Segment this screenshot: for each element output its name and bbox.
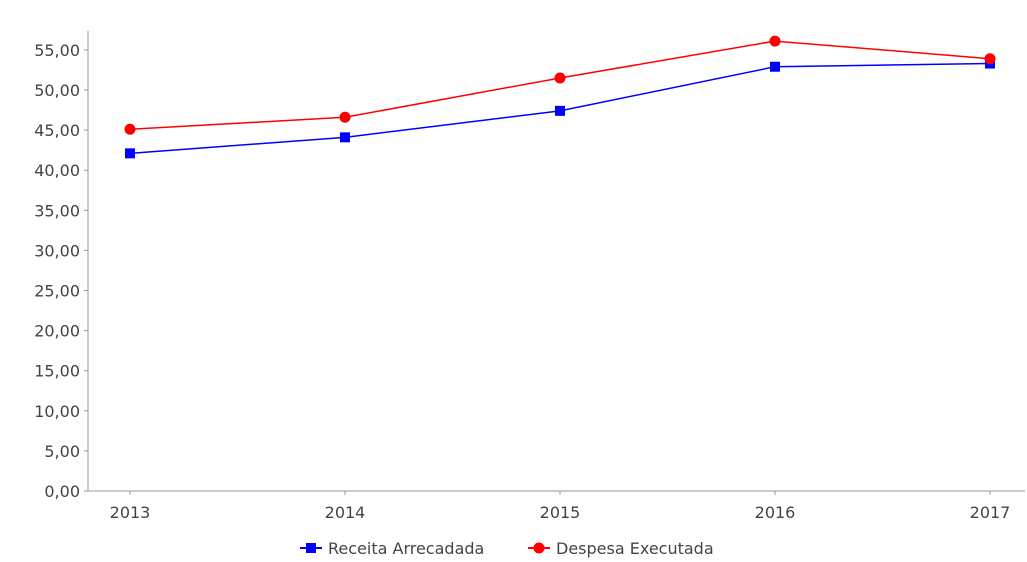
data-point[interactable] — [125, 148, 135, 159]
series-group — [124, 35, 996, 159]
legend-item[interactable]: Receita Arrecadada — [300, 539, 484, 558]
x-tick-label: 2015 — [540, 503, 581, 522]
y-tick-label: 20,00 — [34, 322, 80, 341]
x-tick-label: 2014 — [325, 503, 366, 522]
y-tick-label: 0,00 — [44, 482, 80, 501]
x-tick-label: 2017 — [970, 503, 1011, 522]
y-tick-label: 10,00 — [34, 402, 80, 421]
y-tick-label: 25,00 — [34, 282, 80, 301]
data-point[interactable] — [769, 35, 781, 47]
data-point[interactable] — [124, 123, 136, 135]
x-tick-label: 2013 — [110, 503, 151, 522]
y-tick-label: 40,00 — [34, 161, 80, 180]
data-point[interactable] — [339, 111, 351, 123]
series-despesa-executada — [124, 35, 996, 135]
series-line — [129, 40, 991, 131]
x-tick-label: 2016 — [755, 503, 796, 522]
y-tick-label: 15,00 — [34, 362, 80, 381]
y-tick-label: 30,00 — [34, 241, 80, 260]
legend: Receita Arrecadada Despesa Executada — [300, 539, 714, 558]
axes: 0,00 5,00 10,00 15,00 20,00 25,00 30,00 35,00 40… — [34, 30, 1025, 522]
y-tick-label: 50,00 — [34, 81, 80, 100]
data-point[interactable] — [770, 61, 780, 72]
legend-label: Receita Arrecadada — [328, 539, 484, 558]
data-point[interactable] — [555, 105, 565, 116]
y-tick-label: 35,00 — [34, 201, 80, 220]
legend-marker — [533, 542, 545, 554]
y-tick-label: 5,00 — [44, 442, 80, 461]
y-tick-label: 55,00 — [34, 41, 80, 60]
data-point[interactable] — [984, 53, 996, 65]
y-tick-label: 45,00 — [34, 121, 80, 140]
legend-label: Despesa Executada — [556, 539, 714, 558]
legend-marker — [306, 543, 316, 553]
legend-item[interactable]: Despesa Executada — [528, 539, 714, 558]
data-point[interactable] — [554, 72, 566, 84]
data-point[interactable] — [340, 132, 350, 143]
